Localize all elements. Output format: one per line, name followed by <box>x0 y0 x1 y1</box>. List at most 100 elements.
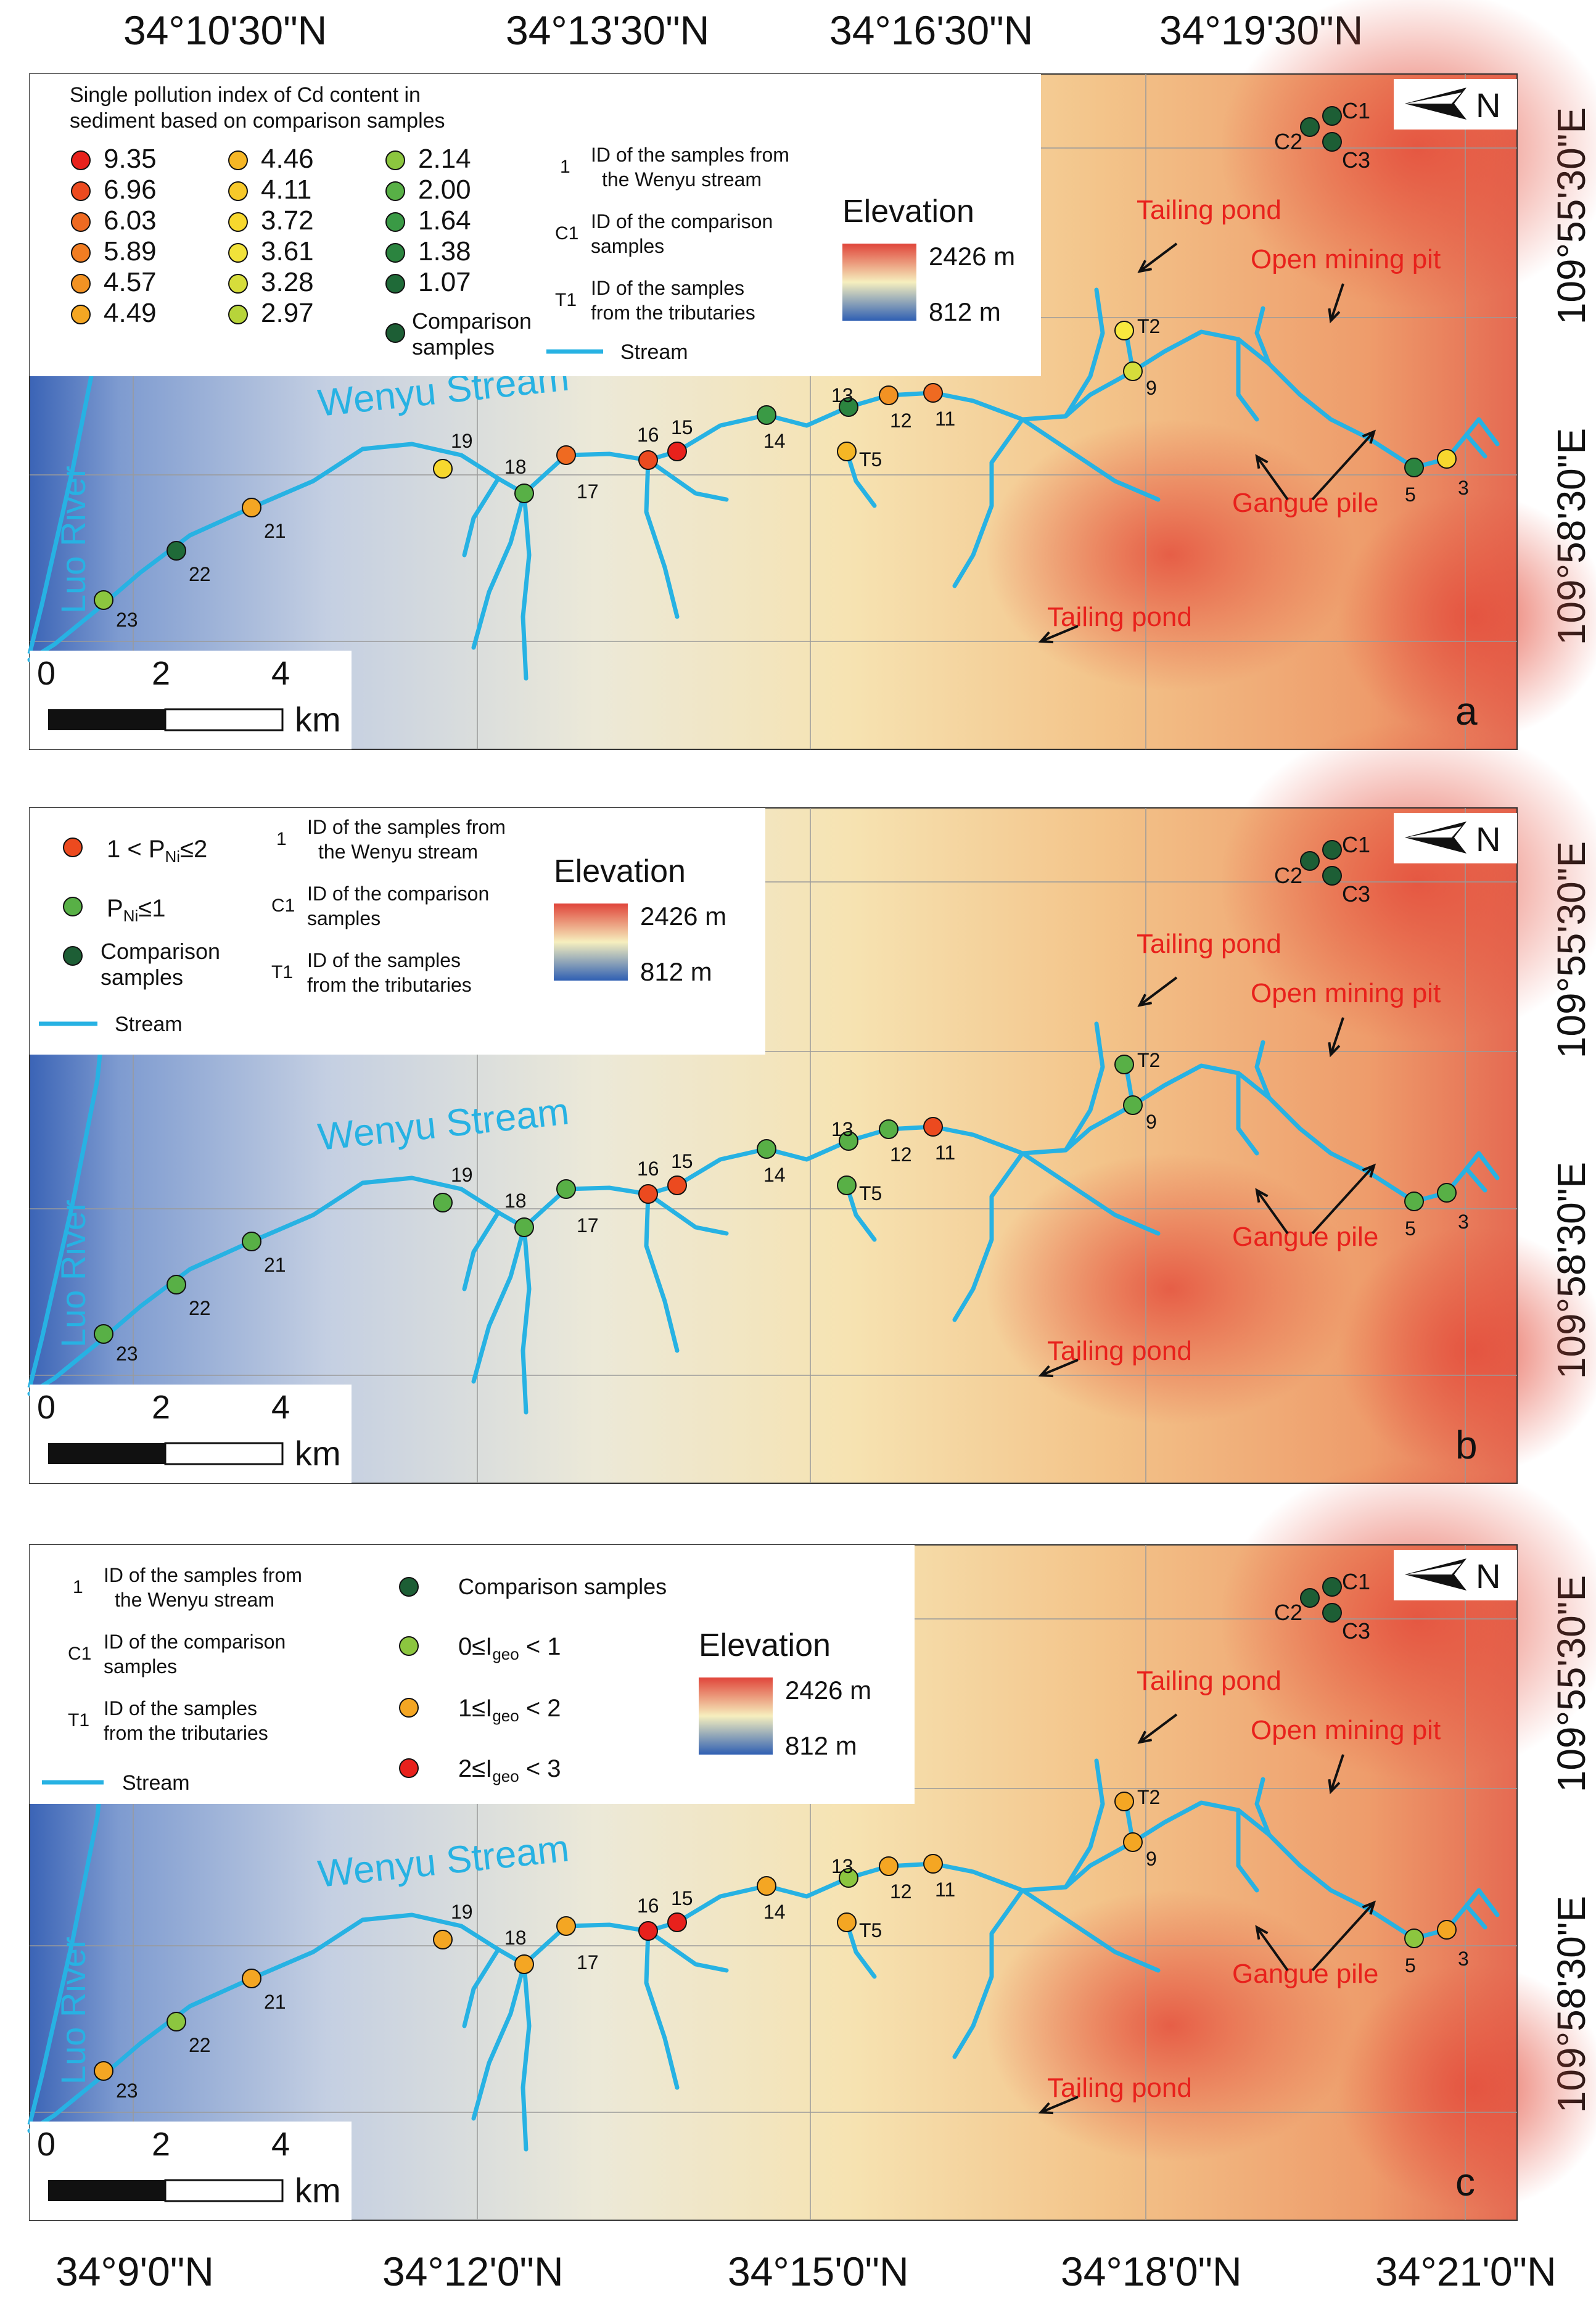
legend-value: 4.46 <box>261 144 314 174</box>
legend-value: 6.03 <box>104 205 157 236</box>
elevation-colorbar <box>699 1677 773 1755</box>
sample-point <box>433 1930 453 1949</box>
sample-id-label: 9 <box>1146 1111 1157 1133</box>
sample-point <box>757 1139 776 1159</box>
tributary-line <box>1063 1021 1105 1153</box>
sample-id-label: 5 <box>1405 1217 1416 1240</box>
sample-id-label: T2 <box>1137 1049 1160 1071</box>
sample-id-label: 23 <box>116 1343 138 1365</box>
scale-unit-label: km <box>295 700 341 739</box>
comparison-sample-point <box>1322 840 1342 860</box>
tributary-line <box>1254 1777 1272 1837</box>
legend-swatch <box>228 243 248 263</box>
sample-id-label: 13 <box>831 1855 854 1877</box>
sample-point <box>837 1175 857 1195</box>
sample-id-label: 22 <box>189 2034 211 2056</box>
tributary-line <box>1254 1040 1272 1100</box>
sample-id-label: 12 <box>890 1880 912 1903</box>
sample-id-label: 3 <box>1458 477 1469 499</box>
elevation-legend: Elevation 2426 m 812 m <box>699 1628 871 1760</box>
sample-id-label: 18 <box>504 1927 527 1949</box>
sample-id-label: 18 <box>504 456 527 478</box>
lat-label: 34°10'30"N <box>123 7 327 53</box>
tributary-line <box>471 1225 527 1384</box>
sample-id-label: 21 <box>264 520 286 542</box>
comp-id-label: C2 <box>1274 863 1302 888</box>
sample-id-label: 16 <box>637 1895 659 1917</box>
label: samples <box>101 965 183 990</box>
legend-swatch <box>228 212 248 232</box>
sample-id-label: 9 <box>1146 377 1157 399</box>
arrow-head <box>1362 1900 1376 1915</box>
sample-point <box>1123 361 1143 381</box>
sample-point <box>879 385 899 405</box>
elevation-low: 812 m <box>785 1731 857 1760</box>
sample-point <box>1404 1192 1424 1211</box>
scale-label: 4 <box>271 2126 290 2163</box>
tributary-line <box>646 1928 729 1973</box>
sample-id-label: 3 <box>1458 1948 1469 1970</box>
legend-swatch <box>228 150 248 170</box>
sample-id-label: 15 <box>671 1887 693 1909</box>
legend-value: 2.97 <box>261 298 314 328</box>
tributary-line <box>1063 1758 1105 1890</box>
wenyu-stream-line <box>27 329 1487 662</box>
legend-swatch <box>228 181 248 201</box>
legend-swatch <box>228 274 248 294</box>
sample-point <box>667 1175 687 1195</box>
legend-swatch <box>385 274 405 294</box>
sample-point <box>638 450 658 470</box>
tailing-pond-label: Tailing pond <box>1137 929 1281 959</box>
north-label: N <box>1476 1557 1500 1595</box>
sample-point <box>1114 321 1134 340</box>
sample-point <box>1437 1920 1457 1940</box>
sample-id-label: T2 <box>1137 315 1160 337</box>
scale-label: 2 <box>152 2126 170 2163</box>
tributary-line <box>1236 1808 1259 1893</box>
tributary-line <box>1254 306 1272 366</box>
label: ID of the samples from <box>104 1564 302 1586</box>
sample-id-label: 13 <box>831 1118 854 1140</box>
label: ID of the samples <box>104 1697 257 1719</box>
gangue-pile-label: Gangue pile <box>1232 1959 1378 1989</box>
sample-id-label: 19 <box>451 1901 473 1923</box>
scale-label: 0 <box>37 655 56 692</box>
legend-item: 2≤Igeo < 3 <box>458 1755 561 1785</box>
sample-point <box>242 1232 261 1251</box>
legend-value: 2.14 <box>418 144 471 174</box>
sample-id-label: 14 <box>763 1164 786 1186</box>
label: ID of the samples <box>307 949 461 971</box>
sample-id-label: 23 <box>116 2080 138 2102</box>
tributary-line <box>1464 1151 1500 1180</box>
sample-id-label: 3 <box>1458 1211 1469 1233</box>
label: C1 <box>271 895 295 916</box>
legend-value: 3.61 <box>261 236 314 266</box>
sample-point <box>242 498 261 517</box>
label: from the tributaries <box>307 974 472 996</box>
pointer-arrows <box>1038 976 1376 1378</box>
sample-point <box>1114 1792 1134 1811</box>
label: Stream <box>122 1771 190 1795</box>
label: Comparison <box>101 939 220 964</box>
legend-value: 1.38 <box>418 236 471 266</box>
label: Stream <box>620 340 688 364</box>
lat-label: 34°12'0"N <box>382 2249 564 2294</box>
sample-point <box>167 1275 186 1295</box>
tributary-line <box>952 417 1025 588</box>
arrow <box>1040 2096 1079 2114</box>
label: T1 <box>68 1710 89 1731</box>
sample-point <box>839 1131 858 1151</box>
open-pit-label: Open mining pit <box>1251 978 1441 1008</box>
label: T1 <box>271 962 293 982</box>
tributary-line <box>952 1151 1025 1322</box>
igeo-legend: Stream Comparison samples 0≤Igeo < 1 1≤Igeo… <box>30 1545 915 1804</box>
pointer-arrows <box>1038 1713 1376 2115</box>
comparison-sample-point <box>1300 851 1320 871</box>
arrow-head <box>1328 1042 1341 1058</box>
label: samples <box>412 334 495 360</box>
tributary-line <box>844 1920 877 1979</box>
sample-id-label: 11 <box>935 1142 955 1164</box>
sample-point <box>837 442 857 461</box>
label: ID of the samples <box>591 277 744 299</box>
legend-item: 0≤Igeo < 1 <box>458 1633 561 1663</box>
